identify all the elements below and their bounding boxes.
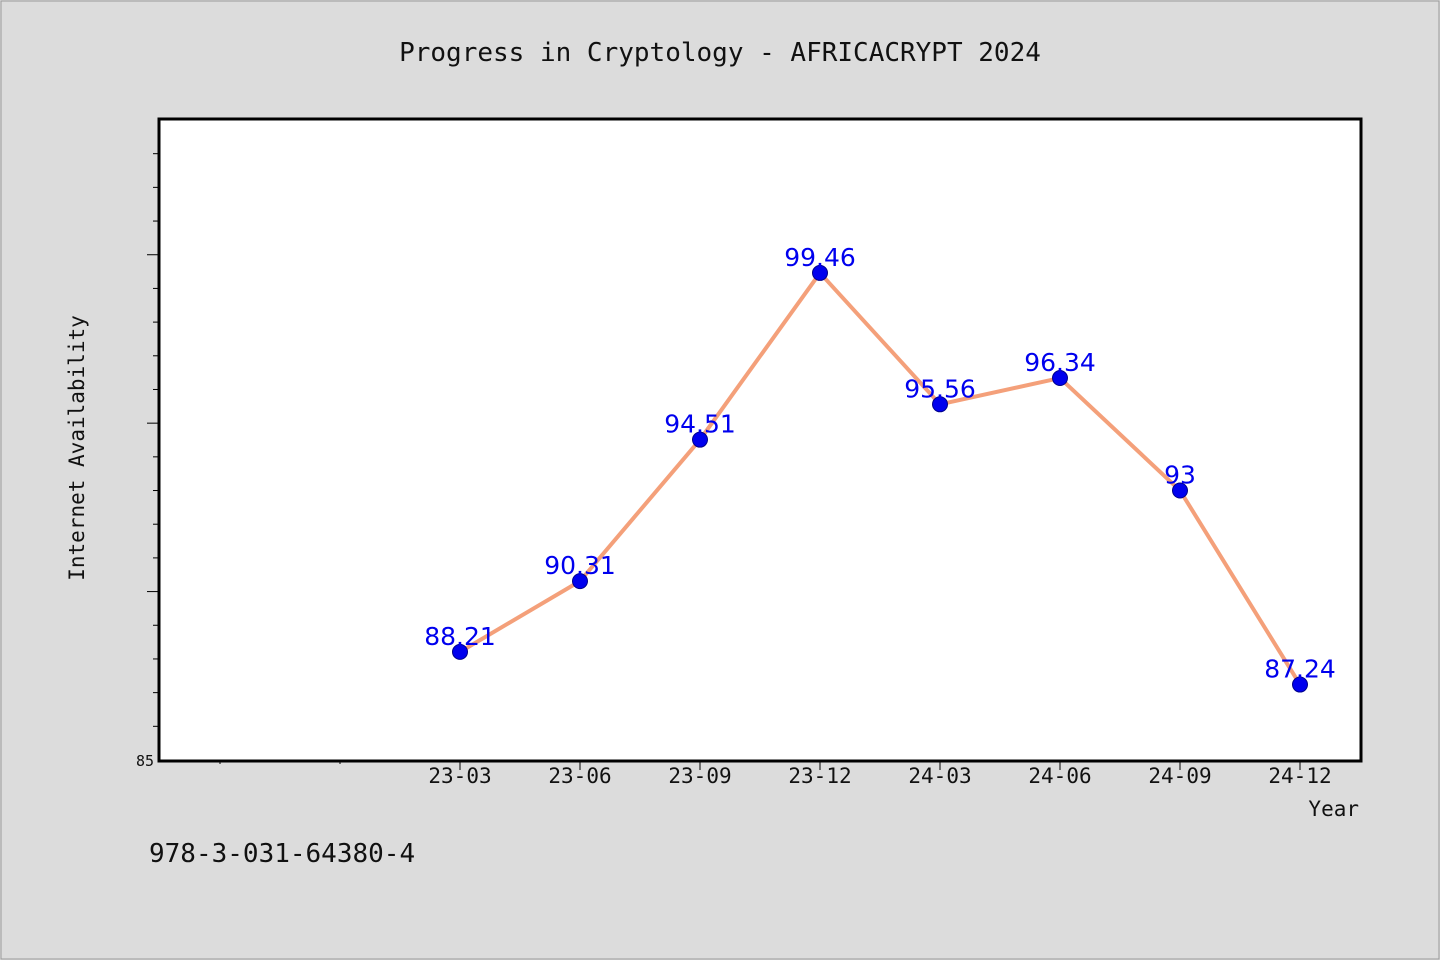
x-tick-label: 24-12 — [1268, 764, 1331, 788]
data-point — [812, 264, 828, 281]
x-tick-label: 24-03 — [908, 764, 971, 788]
data-point — [1292, 676, 1308, 693]
x-axis-label: Year — [1308, 797, 1359, 821]
y-axis-ticks: 85 — [136, 153, 160, 770]
x-tick-label: 24-06 — [1028, 764, 1091, 788]
data-point — [1052, 370, 1068, 387]
data-label: 88.21 — [424, 622, 496, 651]
data-label: 99.46 — [784, 243, 856, 272]
chart-title: Progress in Cryptology - AFRICACRYPT 202… — [399, 38, 1041, 68]
data-label: 90.31 — [544, 551, 616, 580]
data-point — [572, 573, 588, 590]
data-point — [1172, 482, 1188, 499]
data-label: 87.24 — [1264, 655, 1336, 684]
x-tick-label: 23-12 — [788, 764, 851, 788]
isbn-footer: 978-3-031-64380-4 — [149, 839, 415, 869]
data-point — [452, 643, 468, 660]
y-tick-label: 85 — [136, 752, 154, 770]
data-label: 94.51 — [664, 410, 736, 439]
data-point — [692, 431, 708, 448]
x-tick-label: 23-06 — [548, 764, 611, 788]
x-tick-label: 24-09 — [1148, 764, 1211, 788]
plot-area — [157, 117, 1363, 763]
x-tick-label: 23-09 — [668, 764, 731, 788]
y-axis-label: Internet Availability — [65, 315, 89, 581]
series-line — [458, 270, 1302, 687]
data-label: 95.56 — [904, 374, 976, 403]
x-tick-label: 23-03 — [428, 764, 491, 788]
data-label: 96.34 — [1024, 348, 1096, 377]
x-axis-ticks: 23-03 23-06 23-09 23-12 24-03 24-06 24-09 24-12 — [219, 760, 1332, 788]
data-point — [932, 396, 948, 413]
series-layer: 88.21 90.31 94.51 99.46 95.56 96.34 93 87.24 — [424, 243, 1336, 693]
data-label: 93 — [1164, 461, 1196, 490]
